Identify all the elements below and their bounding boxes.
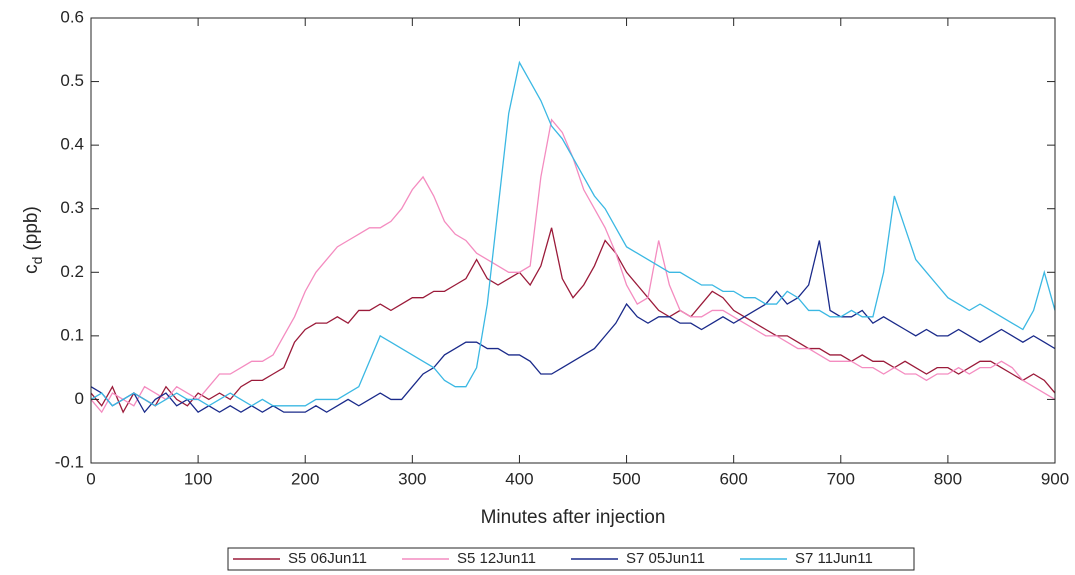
y-tick-label: 0.3 — [60, 198, 84, 217]
y-tick-label: 0.5 — [60, 71, 84, 90]
x-tick-label: 200 — [291, 469, 319, 488]
y-label-subscript: d — [29, 257, 45, 265]
y-tick-label: 0.1 — [60, 325, 84, 344]
plot-lines — [91, 60, 1055, 414]
legend-label: S5 06Jun11 — [288, 550, 367, 567]
plot-frame — [90, 17, 1056, 464]
x-tick-label: 900 — [1041, 469, 1069, 488]
x-tick-label: 400 — [505, 469, 533, 488]
x-tick-label: 500 — [612, 469, 640, 488]
y-label-unit: (ppb) — [21, 206, 42, 250]
y-axis-label: cd (ppb) — [21, 206, 45, 274]
y-tick-label: 0.2 — [60, 262, 84, 281]
y-tick-label: 0.4 — [60, 135, 84, 154]
x-tick-label: 0 — [86, 469, 95, 488]
y-tick-label: 0.6 — [60, 7, 84, 26]
y-tick-label: -0.1 — [55, 452, 84, 471]
x-tick-label: 100 — [184, 469, 212, 488]
x-axis-label: Minutes after injection — [481, 507, 666, 528]
x-tick-label: 600 — [719, 469, 747, 488]
legend-label: S7 11Jun11 — [795, 550, 873, 567]
legend-label: S7 05Jun11 — [626, 550, 705, 567]
y-label-base: c — [21, 264, 42, 274]
x-tick-label: 800 — [934, 469, 962, 488]
y-tick-label: 0 — [75, 389, 84, 408]
legend-label: S5 12Jun11 — [457, 550, 536, 567]
x-tick-label: 700 — [827, 469, 855, 488]
x-tick-label: 300 — [398, 469, 426, 488]
series-line — [91, 60, 1055, 407]
